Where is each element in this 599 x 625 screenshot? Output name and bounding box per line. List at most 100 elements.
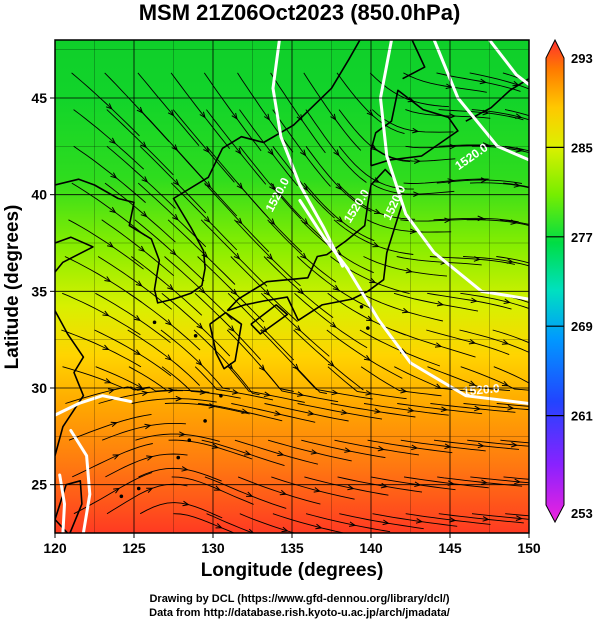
streamline — [330, 403, 416, 418]
streamline — [230, 256, 298, 323]
streamline-arrow — [266, 253, 274, 261]
streamline-arrow — [236, 182, 244, 190]
streamline — [135, 433, 220, 442]
streamline-arrow — [377, 445, 385, 452]
streamline-arrow — [307, 410, 315, 416]
x-axis-label: Longitude (degrees) — [201, 560, 384, 581]
streamline — [333, 219, 414, 255]
streamline — [503, 182, 529, 188]
streamline — [101, 219, 174, 277]
streamline-arrow — [347, 484, 355, 491]
streamline — [104, 72, 170, 142]
streamline-arrow — [366, 315, 374, 322]
colorbar-gradient — [545, 38, 565, 524]
streamline — [134, 219, 205, 282]
streamline — [193, 329, 260, 396]
streamline — [62, 366, 145, 391]
streamline — [164, 402, 250, 415]
island-6 — [152, 320, 157, 325]
streamline — [336, 72, 405, 135]
streamline-arrow — [146, 487, 154, 493]
streamline-arrow — [501, 380, 510, 387]
streamline-arrow — [199, 389, 207, 395]
streamline — [339, 513, 424, 530]
streamline-arrow — [138, 245, 146, 252]
streamline — [65, 386, 149, 404]
x-axis-ticks: 120 125 130 135 140 145 150 — [43, 533, 541, 556]
streamline — [303, 182, 375, 242]
streamline-arrow — [260, 326, 268, 333]
streamline-arrow — [140, 210, 148, 218]
island-7 — [193, 334, 198, 338]
streamline — [264, 403, 349, 422]
streamline-arrow — [335, 183, 343, 191]
y-tick-label: 45 — [31, 90, 47, 106]
streamline-arrow — [203, 216, 211, 223]
streamline-arrow — [449, 517, 457, 523]
streamline-arrow — [313, 487, 321, 493]
streamline-arrow — [407, 96, 415, 103]
streamline-arrow — [167, 284, 174, 291]
streamline-arrow — [140, 141, 147, 149]
streamline-arrow — [382, 519, 390, 526]
streamline-arrow — [510, 441, 519, 448]
streamline — [127, 329, 201, 386]
streamline — [496, 256, 529, 264]
streamline — [128, 366, 210, 393]
streamline-arrow — [274, 410, 282, 416]
y-tick-label: 40 — [31, 187, 47, 203]
streamline-arrow — [344, 447, 352, 453]
streamline-arrow — [445, 83, 453, 90]
streamline — [337, 476, 423, 493]
streamline-arrow — [104, 378, 112, 384]
streamline-arrow — [310, 449, 318, 455]
colorbar-tick-label: 293 — [571, 51, 593, 66]
streamline — [429, 256, 515, 265]
streamline — [172, 109, 235, 183]
streamline-arrow — [315, 523, 323, 530]
streamline — [366, 219, 452, 233]
streamline-arrow — [330, 113, 337, 121]
streamline — [393, 292, 479, 312]
streamline-arrow — [134, 349, 142, 356]
streamline — [237, 476, 321, 505]
island-0 — [176, 455, 181, 460]
streamline-arrow — [231, 112, 238, 120]
streamline — [363, 256, 448, 277]
streamline-arrow — [336, 216, 344, 223]
streamline-arrow — [477, 442, 485, 449]
streamline-arrow — [400, 387, 408, 394]
streamline — [469, 182, 529, 189]
streamline — [372, 513, 458, 527]
streamline — [392, 329, 476, 358]
streamline — [263, 256, 334, 318]
streamline — [72, 443, 153, 478]
streamline — [505, 145, 529, 152]
streamline — [131, 398, 217, 404]
streamline-arrow — [172, 214, 179, 221]
streamline-arrow — [214, 485, 222, 491]
streamline — [363, 403, 449, 416]
streamline-arrow — [349, 521, 357, 527]
streamline — [198, 403, 283, 422]
streamline — [272, 146, 335, 219]
streamline-arrow — [294, 325, 302, 332]
streamline-arrow — [211, 443, 220, 449]
streamline-arrow — [105, 103, 113, 110]
streamline-arrow — [175, 395, 183, 402]
streamline — [492, 329, 529, 344]
streamline — [227, 292, 295, 361]
streamline-arrow — [513, 182, 521, 188]
streamline — [305, 146, 372, 213]
streamline — [71, 182, 146, 237]
colorbar-tick-label: 285 — [571, 140, 593, 155]
streamline-arrow — [235, 147, 242, 155]
streamline-arrow — [470, 297, 478, 304]
streamline-arrow — [146, 455, 154, 461]
streamline — [71, 72, 140, 137]
island-9 — [366, 326, 370, 330]
streamline — [405, 109, 491, 119]
island-1 — [187, 438, 192, 443]
streamline-arrow — [269, 183, 276, 191]
y-tick-label: 30 — [31, 380, 47, 396]
